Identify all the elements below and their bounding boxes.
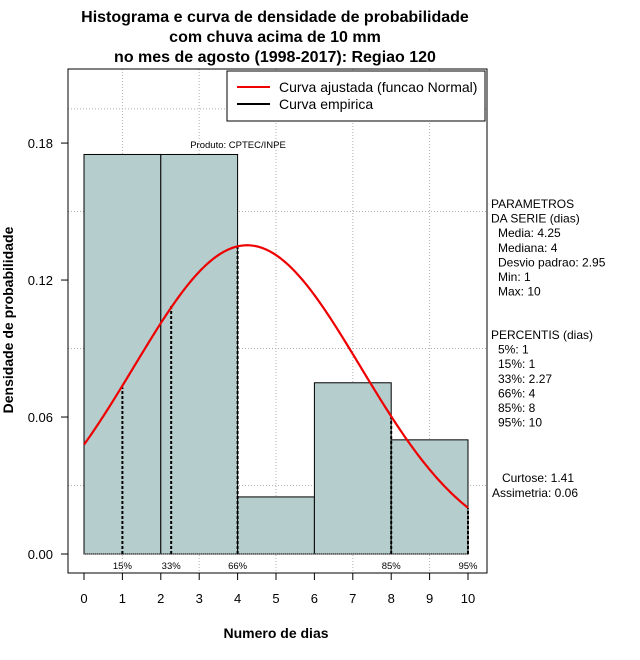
percentile-label: 66% (228, 561, 248, 572)
density-curve (83, 244, 469, 509)
percentile-item: 15%: 1 (498, 357, 536, 371)
percentile-label: 95% (458, 561, 478, 572)
parameters-header: PARAMETROS (491, 197, 574, 211)
percentile-item: 66%: 4 (498, 386, 536, 400)
parameter-item: Desvio padrao: 2.95 (498, 255, 606, 269)
chart-title-line: no mes de agosto (1998-2017): Regiao 120 (114, 49, 436, 66)
legend-box (226, 70, 486, 122)
product-label: Produto: CPTEC/INPE (190, 140, 286, 151)
normal-curve-line (83, 244, 469, 509)
percentile-item: 95%: 10 (498, 416, 542, 430)
percentile-label: 15% (113, 561, 133, 572)
x-tick-label: 3 (196, 591, 203, 606)
x-tick-label: 10 (461, 591, 475, 606)
x-tick-label: 1 (119, 591, 126, 606)
chart-title-line: Histograma e curva de densidade de proba… (81, 9, 469, 26)
percentile-item: 33%: 2.27 (498, 372, 552, 386)
legend-label: Curva empirica (279, 96, 373, 112)
histogram-bar (237, 496, 315, 555)
skewness-text: Assimetria: 0.06 (492, 486, 578, 500)
y-tick-label: 0.06 (28, 410, 53, 425)
legend: Curva ajustada (funcao Normal)Curva empi… (226, 70, 486, 122)
y-axis-label: Densidade de probabilidade (0, 226, 16, 413)
kurtosis-text: Curtose: 1.41 (502, 471, 574, 485)
chart-title-line: com chuva acima de 10 mm (169, 29, 381, 46)
plot-frame (67, 68, 488, 574)
histogram-bar (313, 382, 392, 555)
percentile-lines: 15% 33% 66% 85% 95% Produto: CPTEC/INPE (113, 140, 478, 572)
x-tick-label: 2 (157, 591, 164, 606)
parameter-item: Media: 4.25 (498, 226, 561, 240)
x-tick-label: 0 (80, 591, 87, 606)
parameter-item: Min: 1 (498, 270, 531, 284)
histogram-bar (160, 153, 239, 555)
x-tick-label: 4 (234, 591, 241, 606)
percentile-item: 85%: 8 (498, 401, 536, 415)
parameters-header: DA SERIE (dias) (491, 212, 580, 226)
parameter-item: Max: 10 (498, 285, 541, 299)
histogram-bar (83, 153, 162, 555)
percentile-label: 85% (382, 561, 402, 572)
y-tick-label: 0.12 (28, 273, 53, 288)
plot-border (67, 68, 488, 574)
y-tick-label: 0.18 (28, 136, 53, 151)
x-tick-label: 5 (272, 591, 279, 606)
x-axis-label: Numero de dias (223, 625, 328, 641)
x-tick-label: 6 (311, 591, 318, 606)
x-tick-label: 8 (388, 591, 395, 606)
parameter-item: Mediana: 4 (498, 241, 558, 255)
legend-label: Curva ajustada (funcao Normal) (279, 79, 477, 95)
axes: 0 1 2 3 4 5 6 7 8 9 10 0.00 0.06 0.12 0.18 Numero de di… (0, 136, 475, 641)
y-tick-label: 0.00 (28, 547, 53, 562)
percentiles-header: PERCENTIS (dias) (491, 328, 593, 342)
percentile-label: 33% (162, 561, 182, 572)
x-tick-label: 7 (349, 591, 356, 606)
percentile-item: 5%: 1 (498, 343, 529, 357)
chart-title: Histograma e curva de densidade de proba… (81, 9, 469, 66)
x-tick-label: 9 (426, 591, 433, 606)
